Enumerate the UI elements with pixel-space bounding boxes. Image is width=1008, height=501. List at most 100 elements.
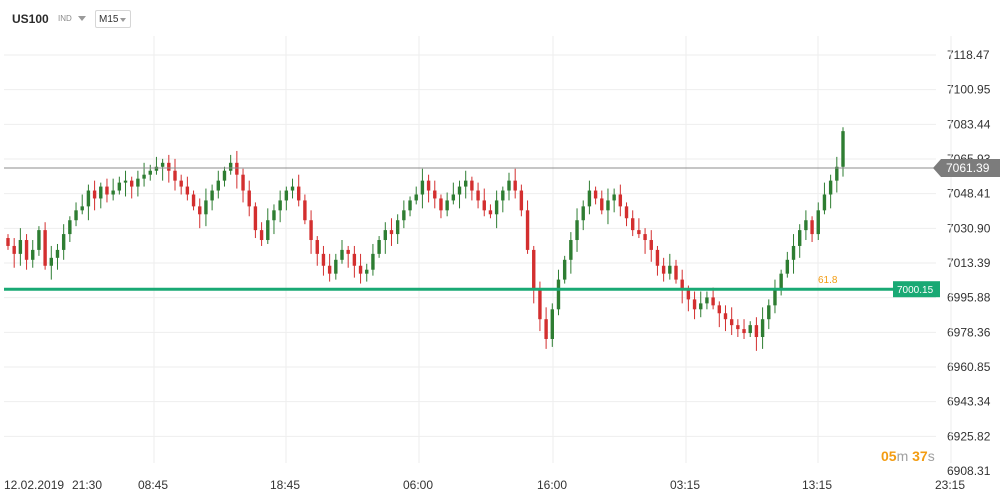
candle-body [123,180,128,183]
candle-body [476,190,480,201]
candle-body [228,162,233,171]
candle-body [550,309,554,339]
candle-body [321,253,326,266]
candle-body [309,220,313,241]
candle-body [241,174,245,191]
candle-body [748,325,752,334]
candle-body [717,305,721,314]
candle-body [55,249,60,258]
candle-body [86,190,91,207]
candle-body [649,240,653,250]
candle-body [822,194,827,211]
fib-level-annotation: 61.8 [818,275,838,286]
candle-body [587,190,592,207]
y-tick-label: 7030.90 [947,221,991,235]
candle-body [488,210,493,215]
candle-body [12,245,16,254]
candle-body [736,325,740,330]
candle-body [365,269,369,274]
x-tick-label: 12.02.2019 [4,478,64,492]
candle-body [259,230,264,241]
candle-body [31,249,35,260]
candle-body [668,265,672,274]
candle-body [389,230,394,235]
y-tick-label: 7083.44 [947,117,991,131]
candle-body [593,190,598,199]
candle-body [191,194,196,207]
candle-body [315,240,319,254]
candle-body [624,206,629,219]
symbol-label[interactable]: US100 [12,12,49,26]
current-price-value: 7061.39 [946,161,990,175]
candle-body [643,234,647,241]
candle-body [414,194,418,201]
candle-body [674,265,678,280]
support-level-tag [893,281,940,298]
candle-body [773,289,777,306]
candle-body [210,190,214,201]
candle-body [327,265,332,274]
candle-body [464,180,468,187]
candle-body [334,259,338,274]
candle-body [371,253,375,270]
candle-body [699,303,703,310]
candle-body [111,190,115,195]
candle-body [680,279,684,290]
candle-body [61,234,66,250]
candle-body [433,190,437,199]
candle-body [340,249,344,260]
candle-body [451,194,456,201]
candle-body [24,240,29,260]
timeframe-select[interactable]: M15 [95,10,131,28]
candle-body [99,186,103,199]
candle-body [661,265,666,274]
candle-body [494,200,499,215]
candle-body [154,166,159,171]
candle-body [402,210,406,221]
candle-body [383,230,387,241]
candle-body [525,210,530,250]
candle-body [377,240,381,254]
candle-body [253,206,258,231]
candle-body [810,220,814,235]
y-tick-label: 7118.47 [947,48,990,62]
candle-body [148,170,152,175]
candle-body [235,162,239,175]
candle-body [160,162,165,167]
y-tick-label: 6943.34 [947,395,991,409]
candle-body [544,319,548,339]
candle-body [445,200,449,211]
candle-body [785,259,790,274]
candle-body [74,210,78,221]
candle-body [179,180,183,187]
candle-body [742,329,746,334]
candle-body [278,200,282,211]
candle-body [606,200,610,211]
candle-body [760,319,765,338]
candle-body [470,180,474,191]
instrument-type-label: IND [58,14,72,23]
y-tick-label: 6978.36 [947,325,991,339]
x-tick-label: 13:15 [802,478,832,492]
candle-body [130,180,134,187]
candle-body [173,170,177,181]
candle-body [581,206,585,221]
x-tick-label: 23:15 [935,478,965,492]
candle-body [43,230,47,266]
candle-body [655,249,660,266]
y-tick-label: 6908.31 [947,464,991,478]
candle-body [835,166,839,181]
candle-body [92,190,97,199]
candle-body [798,230,802,246]
candle-body [723,313,728,320]
candle-body [618,194,623,207]
candle-body [556,279,561,310]
chevron-down-icon[interactable] [78,16,86,21]
candle-body [18,240,23,254]
candle-body [779,273,783,290]
candle-body [303,200,307,221]
candle-body [612,194,616,201]
candle-body [767,305,771,320]
candle-body [105,186,109,195]
